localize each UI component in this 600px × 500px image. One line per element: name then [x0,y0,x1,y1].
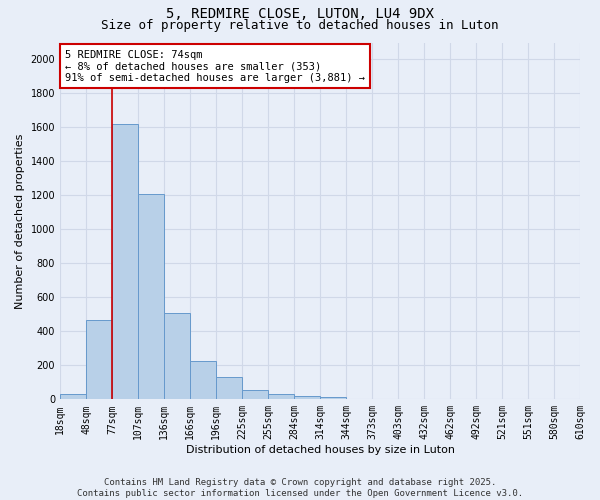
Bar [190,361,216,400]
Bar [112,124,138,400]
Bar [294,396,320,400]
Bar [268,394,294,400]
X-axis label: Distribution of detached houses by size in Luton: Distribution of detached houses by size … [185,445,455,455]
Bar [242,390,268,400]
Bar [60,394,86,400]
Text: Size of property relative to detached houses in Luton: Size of property relative to detached ho… [101,19,499,32]
Text: 5 REDMIRE CLOSE: 74sqm
← 8% of detached houses are smaller (353)
91% of semi-det: 5 REDMIRE CLOSE: 74sqm ← 8% of detached … [65,50,365,83]
Text: 5, REDMIRE CLOSE, LUTON, LU4 9DX: 5, REDMIRE CLOSE, LUTON, LU4 9DX [166,8,434,22]
Bar [320,397,346,400]
Text: Contains HM Land Registry data © Crown copyright and database right 2025.
Contai: Contains HM Land Registry data © Crown c… [77,478,523,498]
Bar [86,320,112,400]
Bar [216,377,242,400]
Bar [164,312,190,400]
Bar [138,194,164,400]
Y-axis label: Number of detached properties: Number of detached properties [15,133,25,308]
